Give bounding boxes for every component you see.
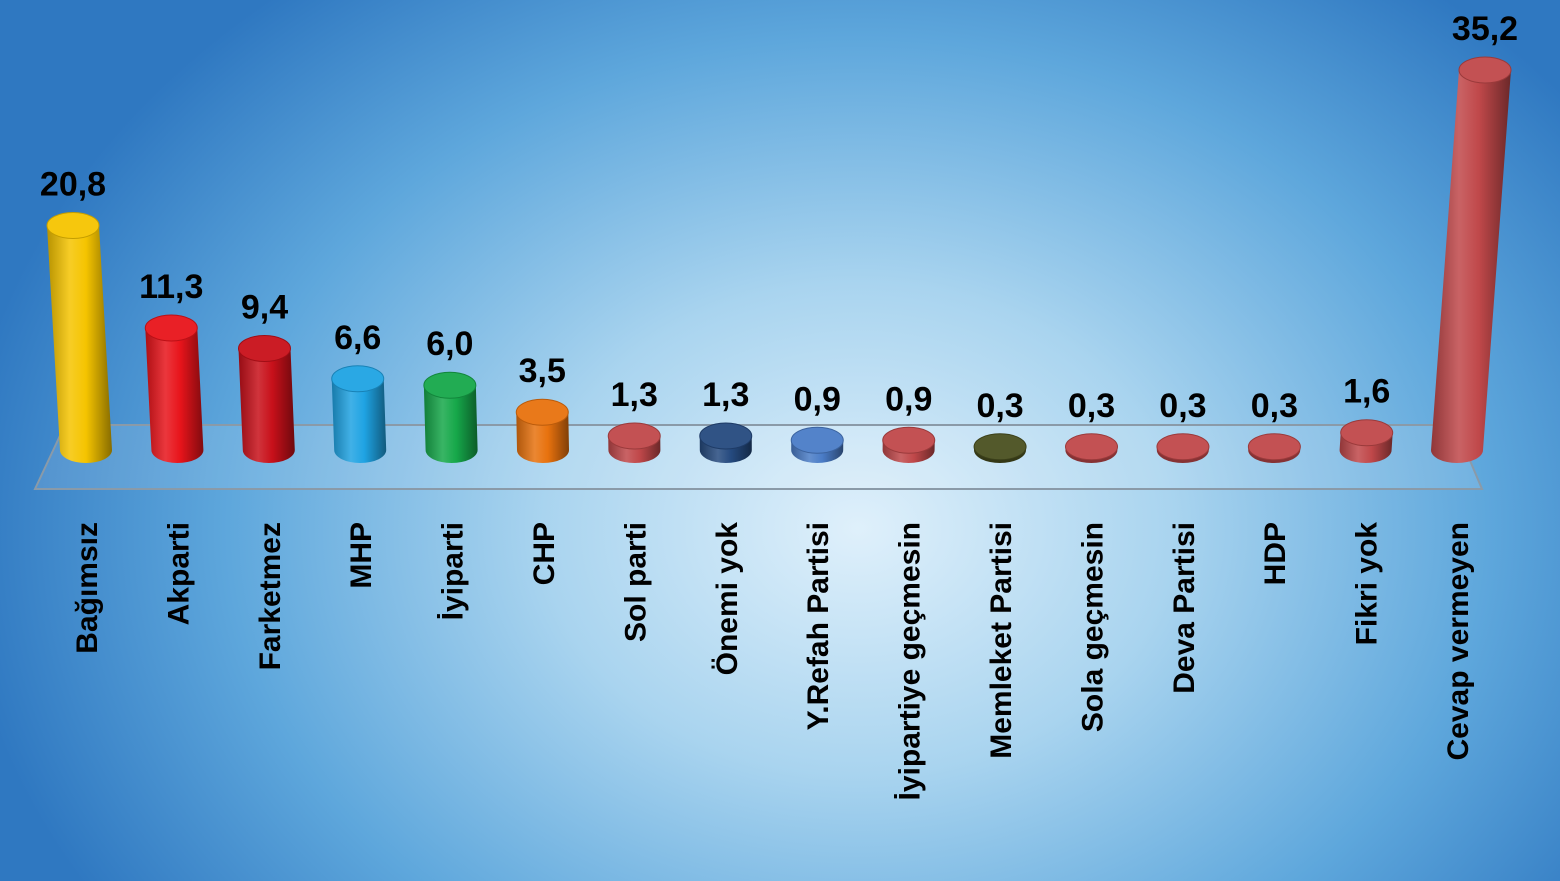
bar bbox=[423, 371, 478, 464]
bar bbox=[515, 398, 569, 463]
bar-top bbox=[1458, 56, 1512, 84]
value-label: 20,8 bbox=[40, 165, 106, 203]
bar bbox=[607, 422, 661, 464]
bar bbox=[331, 365, 387, 464]
bar bbox=[237, 335, 295, 464]
category-label: Cevap vermeyen bbox=[1442, 522, 1475, 760]
category-labels-group: Bağımsız Akparti Farketmez MHP İyiparti CHP So… bbox=[71, 522, 1475, 801]
value-label: 9,4 bbox=[241, 289, 288, 327]
bars-group bbox=[46, 56, 1512, 464]
category-label: Y.Refah Partisi bbox=[802, 522, 835, 730]
bar-body bbox=[238, 348, 295, 464]
bar-top bbox=[790, 426, 844, 454]
value-label: 3,5 bbox=[519, 352, 566, 390]
bar bbox=[699, 422, 753, 464]
value-label: 0,9 bbox=[885, 380, 932, 418]
category-label: Bağımsız bbox=[71, 522, 104, 654]
value-label: 1,6 bbox=[1343, 373, 1390, 411]
bar bbox=[46, 211, 112, 463]
bar-top bbox=[882, 426, 936, 454]
bar-top bbox=[607, 422, 661, 450]
bar-top bbox=[237, 335, 291, 363]
bar-body bbox=[331, 378, 387, 464]
value-label: 0,9 bbox=[794, 380, 841, 418]
category-label: Memleket Partisi bbox=[985, 522, 1018, 759]
bar-top bbox=[331, 365, 385, 393]
bar bbox=[1156, 433, 1210, 463]
bar-top bbox=[1247, 433, 1301, 461]
bar-top bbox=[973, 433, 1027, 461]
category-label: HDP bbox=[1259, 522, 1292, 585]
bar-body bbox=[423, 385, 478, 464]
category-label: Farketmez bbox=[254, 522, 287, 670]
bar-top bbox=[515, 398, 569, 426]
bar-top bbox=[423, 371, 477, 399]
category-label: Akparti bbox=[162, 522, 195, 625]
bar bbox=[973, 433, 1027, 463]
bar-body bbox=[1431, 70, 1511, 463]
value-label: 0,3 bbox=[1159, 387, 1206, 425]
bar-top bbox=[699, 422, 753, 450]
category-label: Önemi yok bbox=[711, 522, 744, 676]
bar-body bbox=[145, 328, 204, 464]
bar bbox=[790, 426, 844, 464]
value-label: 6,0 bbox=[426, 325, 473, 363]
bar bbox=[1431, 56, 1512, 463]
value-labels-group: 20,8 11,3 9,4 6,6 6,0 3,5 1,3 1,3 0,9 0,9 0,3 0,3 0,… bbox=[40, 10, 1518, 425]
bar-body bbox=[47, 225, 112, 463]
bar-top bbox=[46, 211, 100, 239]
bar-top bbox=[144, 314, 198, 342]
bar bbox=[882, 426, 936, 464]
bar-top bbox=[1340, 419, 1394, 447]
value-label: 0,3 bbox=[976, 387, 1023, 425]
category-label: Sol parti bbox=[619, 522, 652, 642]
value-label: 1,3 bbox=[611, 376, 658, 414]
value-label: 0,3 bbox=[1068, 387, 1115, 425]
bar bbox=[1065, 433, 1119, 463]
value-label: 6,6 bbox=[334, 319, 381, 357]
bar bbox=[144, 314, 204, 464]
bar bbox=[1339, 419, 1394, 464]
category-label: İyiparti bbox=[437, 522, 470, 620]
category-label: İyipartiye geçmesin bbox=[894, 522, 927, 800]
value-label: 0,3 bbox=[1251, 387, 1298, 425]
category-label: CHP bbox=[528, 522, 561, 585]
value-label: 11,3 bbox=[139, 268, 203, 306]
category-label: Sola geçmesin bbox=[1076, 522, 1109, 732]
bar-top bbox=[1156, 433, 1210, 461]
value-label: 35,2 bbox=[1452, 10, 1518, 48]
category-label: Deva Partisi bbox=[1168, 522, 1201, 694]
category-label: MHP bbox=[345, 522, 378, 589]
bar-body bbox=[516, 412, 569, 463]
chart-floor bbox=[33, 424, 1484, 490]
category-label: Fikri yok bbox=[1351, 522, 1384, 646]
bar-top bbox=[1065, 433, 1119, 461]
bar bbox=[1247, 433, 1301, 463]
value-label: 1,3 bbox=[702, 376, 749, 414]
